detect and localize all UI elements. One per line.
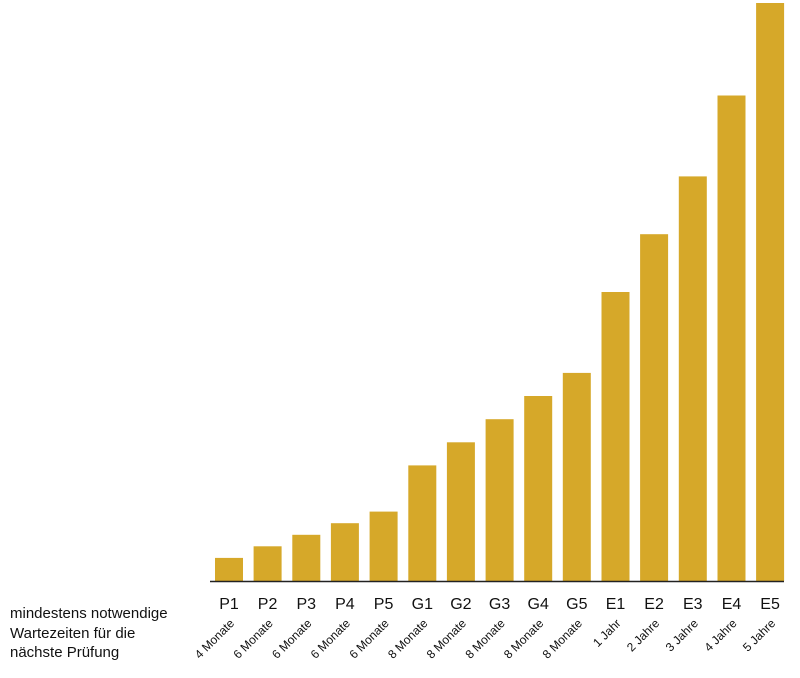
bar-p2 [253, 546, 282, 581]
bar-g1 [408, 465, 437, 581]
category-label: P3 [297, 596, 317, 613]
waiting-time-label: 8 Monate [540, 616, 586, 662]
bar-g2 [446, 442, 475, 581]
category-label: E3 [683, 596, 703, 613]
waiting-time-label: 6 Monate [230, 616, 276, 662]
category-label: G5 [566, 596, 587, 613]
waiting-time-label: 4 Monate [192, 616, 238, 662]
note-line-2: Wartezeiten für die [10, 624, 136, 642]
waiting-time-label: 6 Monate [346, 616, 392, 662]
bar-e2 [640, 234, 669, 581]
waiting-time-label: 6 Monate [308, 616, 354, 662]
category-label: G1 [412, 596, 433, 613]
waiting-time-label: 8 Monate [385, 616, 431, 662]
waiting-time-note: mindestens notwendige Wartezeiten für di… [10, 604, 190, 663]
waiting-time-label: 8 Monate [424, 616, 470, 662]
category-label: E1 [606, 596, 626, 613]
waiting-time-label: 5 Jahre [740, 616, 778, 654]
bar-p1 [215, 557, 243, 581]
note-line-3: nächste Prüfung [10, 644, 120, 661]
bar-g5 [562, 372, 591, 581]
waiting-time-label: 4 Jahre [701, 616, 739, 654]
bar-p3 [292, 534, 321, 581]
bar-e3 [678, 176, 707, 581]
waiting-time-label: 8 Monate [501, 616, 547, 662]
bar-e4 [717, 95, 746, 581]
bar-e1 [601, 292, 630, 581]
category-label: E4 [722, 596, 742, 613]
category-label: E5 [760, 596, 780, 613]
bar-p5 [369, 511, 398, 581]
waiting-time-label: 6 Monate [269, 616, 315, 662]
bar-e5 [756, 3, 785, 581]
category-label: P1 [219, 596, 239, 613]
category-label: P4 [335, 596, 355, 613]
bars-group [215, 3, 785, 581]
waiting-time-label: 2 Jahre [624, 616, 662, 654]
category-label: P5 [374, 596, 394, 613]
waiting-time-label: 3 Jahre [663, 616, 701, 654]
category-labels-group: P1 P2 P3 P4 P5 G1 G2 G3 G4 G5 E1 E2 E3 E4 E5 [219, 596, 780, 613]
category-label: G3 [489, 596, 510, 613]
category-label: E2 [644, 596, 664, 613]
note-line-1: mindestens notwendige [10, 605, 168, 622]
category-label: G2 [450, 596, 471, 613]
bar-p4 [330, 523, 359, 581]
bar-g3 [485, 419, 514, 581]
category-label: P2 [258, 596, 278, 613]
waiting-time-label: 8 Monate [462, 616, 508, 662]
waiting-time-label: 1 Jahr [590, 616, 623, 649]
category-label: G4 [528, 596, 549, 613]
bar-g4 [524, 396, 553, 581]
